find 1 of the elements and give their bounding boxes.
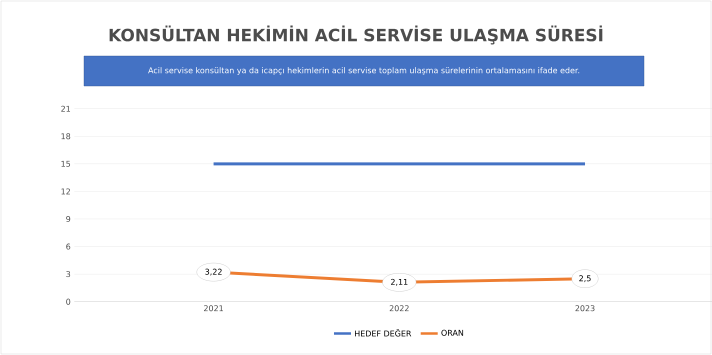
chart-title: KONSÜLTAN HEKİMİN ACİL SERVİSE ULAŞMA SÜRESİ (110, 25, 602, 45)
